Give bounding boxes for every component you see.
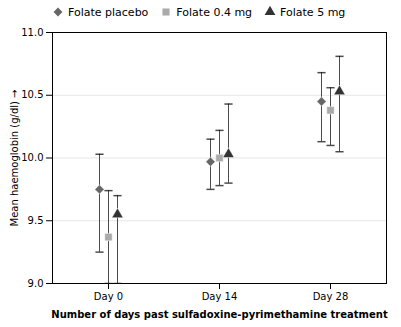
html-text:Folate 0.4 mg: Folate 0.4 mg: [176, 5, 253, 19]
svg-text:Day 28: Day 28: [313, 291, 349, 302]
svg-text:Mean haemoglobin (g/dl) →: Mean haemoglobin (g/dl) →: [9, 90, 20, 227]
svg-text:Day 14: Day 14: [202, 291, 238, 302]
svg-text:Number of days past sulfadoxin: Number of days past sulfadoxine-pyrimeth…: [51, 309, 388, 320]
svg-text:Day 0: Day 0: [94, 291, 123, 302]
svg-text:10.5: 10.5: [21, 89, 43, 100]
html-text:Folate placebo: Folate placebo: [68, 5, 149, 19]
svg-text:9.0: 9.0: [28, 278, 44, 289]
html-text:Folate 5 mg: Folate 5 mg: [280, 5, 346, 19]
svg-text:10.0: 10.0: [21, 152, 43, 163]
svg-text:11.0: 11.0: [21, 27, 43, 38]
svg-text:9.5: 9.5: [28, 215, 44, 226]
